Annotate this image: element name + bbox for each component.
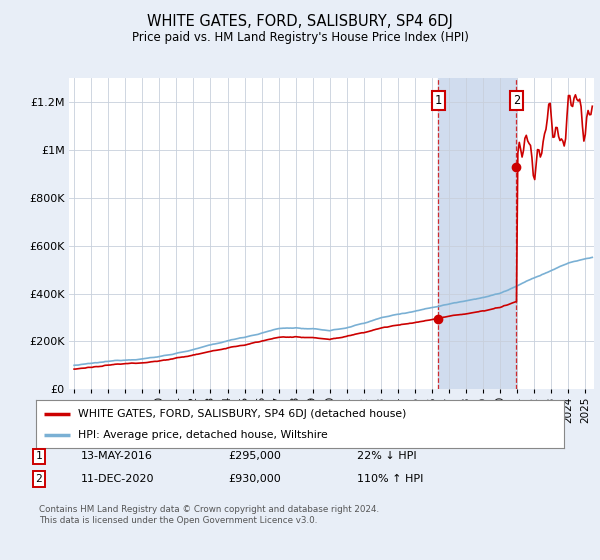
Text: 22% ↓ HPI: 22% ↓ HPI <box>357 451 416 461</box>
Text: £930,000: £930,000 <box>228 474 281 484</box>
Text: WHITE GATES, FORD, SALISBURY, SP4 6DJ: WHITE GATES, FORD, SALISBURY, SP4 6DJ <box>147 14 453 29</box>
Text: 2: 2 <box>513 94 520 106</box>
Text: 2: 2 <box>35 474 43 484</box>
Text: Price paid vs. HM Land Registry's House Price Index (HPI): Price paid vs. HM Land Registry's House … <box>131 31 469 44</box>
Text: 13-MAY-2016: 13-MAY-2016 <box>81 451 153 461</box>
Text: 1: 1 <box>435 94 442 106</box>
Bar <box>439 78 517 389</box>
Text: HPI: Average price, detached house, Wiltshire: HPI: Average price, detached house, Wilt… <box>78 430 328 440</box>
Text: 110% ↑ HPI: 110% ↑ HPI <box>357 474 424 484</box>
Text: 1: 1 <box>35 451 43 461</box>
Text: £295,000: £295,000 <box>228 451 281 461</box>
Text: WHITE GATES, FORD, SALISBURY, SP4 6DJ (detached house): WHITE GATES, FORD, SALISBURY, SP4 6DJ (d… <box>78 409 407 419</box>
Text: Contains HM Land Registry data © Crown copyright and database right 2024.
This d: Contains HM Land Registry data © Crown c… <box>39 505 379 525</box>
Text: 11-DEC-2020: 11-DEC-2020 <box>81 474 155 484</box>
